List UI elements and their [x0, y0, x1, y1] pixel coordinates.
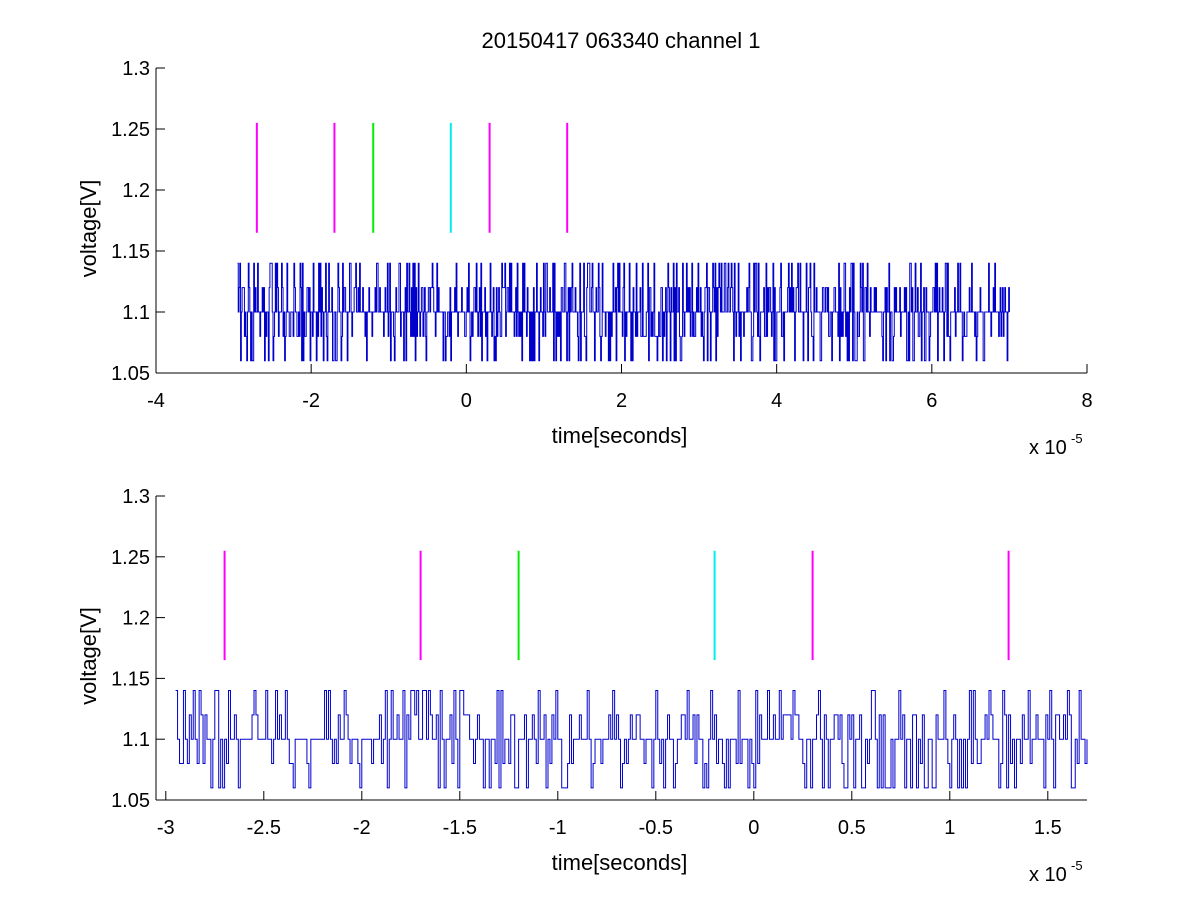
top-x-axis-label: time[seconds]	[552, 423, 688, 448]
top-x-exponent-label: x 10	[1029, 437, 1067, 459]
top-x-exponent-value: -5	[1071, 431, 1083, 446]
top-y-tick-label: 1.1	[122, 302, 150, 324]
bottom-x-tick-label: -1.5	[443, 817, 477, 839]
bottom-y-tick-label: 1.2	[122, 608, 150, 630]
bottom-x-tick-label: 0.5	[838, 817, 866, 839]
bottom-x-exponent-label: x 10	[1029, 864, 1067, 886]
bottom-signal-series	[175, 690, 1088, 789]
bottom-x-tick-label: -2.5	[247, 817, 281, 839]
top-x-tick-label: 0	[461, 390, 472, 412]
top-y-tick-label: 1.05	[111, 363, 150, 385]
plot-bottom: 1.05 1.1 1.15 1.2 1.25 1.3 -3 -2.5 -2 -1.5 -1 -0.5 0…	[76, 486, 1088, 886]
top-x-tick-label: 8	[1081, 390, 1092, 412]
plot-top: 1.05 1.1 1.15 1.2 1.25 1.3 -4 -2 0 2 4 6 8 time[secon…	[76, 58, 1093, 459]
top-x-tick-label: 2	[616, 390, 627, 412]
bottom-y-tick-label: 1.05	[111, 790, 150, 812]
bottom-y-tick-label: 1.3	[122, 486, 150, 508]
top-x-tick-label: 6	[926, 390, 937, 412]
chart-title: 20150417 063340 channel 1	[482, 28, 761, 53]
bottom-x-tick-label: -0.5	[639, 817, 673, 839]
top-y-axis-label: voltage[V]	[76, 180, 101, 278]
bottom-x-tick-label: -1	[549, 817, 567, 839]
bottom-x-tick-label: 1	[944, 817, 955, 839]
top-y-tick-label: 1.25	[111, 119, 150, 141]
bottom-y-tick-label: 1.15	[111, 668, 150, 690]
top-y-tick-label: 1.15	[111, 241, 150, 263]
bottom-x-tick-label: -3	[157, 817, 175, 839]
bottom-x-tick-label: 0	[748, 817, 759, 839]
top-signal-series	[237, 262, 1010, 362]
bottom-y-tick-label: 1.1	[122, 729, 150, 751]
top-y-tick-label: 1.3	[122, 58, 150, 80]
bottom-x-tick-label: -2	[353, 817, 371, 839]
top-x-tick-label: 4	[771, 390, 782, 412]
top-x-tick-label: -4	[147, 390, 165, 412]
bottom-y-axis-label: voltage[V]	[76, 607, 101, 705]
top-x-tick-label: -2	[302, 390, 320, 412]
bottom-x-tick-label: 1.5	[1034, 817, 1062, 839]
bottom-y-tick-label: 1.25	[111, 547, 150, 569]
bottom-x-exponent-value: -5	[1071, 858, 1083, 873]
bottom-x-axis-label: time[seconds]	[552, 850, 688, 875]
top-y-tick-label: 1.2	[122, 180, 150, 202]
